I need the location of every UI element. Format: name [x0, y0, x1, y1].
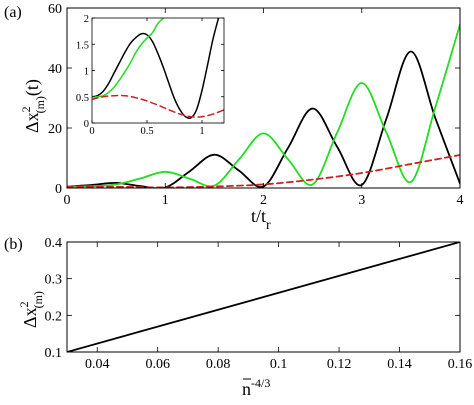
svg-text:Δx2(m)(t): Δx2(m)(t) — [19, 79, 47, 133]
inset-xtick-label: 1 — [199, 126, 204, 137]
b-ylabel-sub: (m) — [31, 291, 45, 308]
panel-a-xtick-label: 2 — [260, 193, 267, 208]
panel-b-xtick-label: 0.1 — [270, 357, 288, 372]
panel-b-xtick-label: 0.08 — [206, 357, 231, 372]
a-xlabel-main: t/t — [251, 206, 266, 226]
panel-b-series-1-line — [67, 242, 460, 352]
panel-b-frame — [66, 241, 461, 353]
panel-b-xtick-label: 0.06 — [145, 357, 170, 372]
inset-ytick-label: 0.5 — [76, 93, 89, 104]
inset-ytick-label: 2 — [84, 14, 89, 25]
a-ylabel-sup: 2 — [19, 106, 33, 112]
panel-a-label: (a) — [4, 4, 22, 21]
panel-a-xtick-label: 1 — [162, 193, 169, 208]
panel-a-xlabel: t/tr — [251, 206, 271, 233]
panel-b-ytick-label: 0.4 — [45, 236, 63, 251]
panel-a-ytick-label: 0 — [55, 182, 62, 197]
inset-ytick-label: 0 — [84, 119, 89, 130]
panel-b-xtick-label: 0.16 — [448, 357, 473, 372]
a-xlabel-sub: r — [266, 218, 271, 233]
panel-b-label: (b) — [4, 236, 23, 253]
inset: 0 0.5 1 0 0.5 1 1.5 2 — [76, 14, 225, 137]
svg-text:Δx2(m): Δx2(m) — [17, 291, 45, 328]
panel-b-xtick-label: 0.04 — [85, 357, 110, 372]
panel-b-ytick-label: 0.1 — [45, 346, 63, 361]
b-ylabel-sup: 2 — [17, 301, 31, 307]
panel-b-ytick-label: 0.2 — [45, 309, 63, 324]
panel-b-xtick-label: 0.14 — [387, 357, 412, 372]
panel-a-ylabel: Δx2(m)(t) — [19, 79, 47, 133]
inset-ytick-label: 1.5 — [76, 40, 89, 51]
panel-a-ytick-label: 60 — [48, 2, 62, 17]
inset-xtick-label: 0.5 — [140, 126, 153, 137]
panel-b-ytick-label: 0.3 — [45, 273, 63, 288]
inset-series-1-line — [92, 18, 220, 120]
panel-b-ylabel: Δx2(m) — [17, 291, 45, 328]
panel-a-ytick-label: 20 — [48, 122, 62, 137]
inset-series-3-line — [92, 94, 224, 118]
panel-b: (b) 0.04 0.06 0.08 0.1 0.12 0.14 0.16 0.1 0.2 0.3… — [4, 236, 472, 399]
panel-a-xtick-label: 3 — [358, 193, 365, 208]
b-xlabel-main: n — [242, 379, 251, 399]
a-ylabel-main: Δx — [22, 112, 42, 133]
inset-xtick-label: 0 — [89, 126, 94, 137]
panel-a-xtick-label: 0 — [64, 193, 71, 208]
inset-ytick-label: 1 — [84, 67, 89, 78]
svg-text:n-4/3: n-4/3 — [242, 376, 270, 399]
inset-series-2-line — [92, 18, 165, 98]
panel-a-xtick-label: 4 — [457, 193, 464, 208]
a-ylabel-tail: (t) — [22, 79, 43, 96]
panel-a-series-2-line — [67, 23, 460, 188]
panel-a-ytick-label: 40 — [48, 62, 62, 77]
b-ylabel-main: Δx — [20, 307, 40, 328]
panel-b-xlabel: n-4/3 — [242, 376, 270, 399]
panel-b-xtick-label: 0.12 — [327, 357, 352, 372]
a-ylabel-sub: (m) — [33, 96, 47, 113]
b-xlabel-sup: -4/3 — [251, 376, 270, 390]
